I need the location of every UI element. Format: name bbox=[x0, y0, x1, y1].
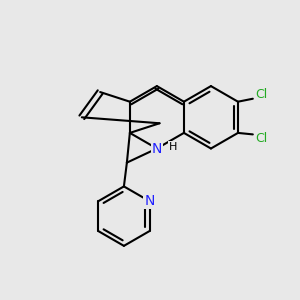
Text: H: H bbox=[169, 142, 177, 152]
Text: N: N bbox=[145, 194, 155, 208]
Text: N: N bbox=[152, 142, 162, 155]
Text: Cl: Cl bbox=[255, 88, 267, 101]
Text: Cl: Cl bbox=[255, 132, 267, 146]
